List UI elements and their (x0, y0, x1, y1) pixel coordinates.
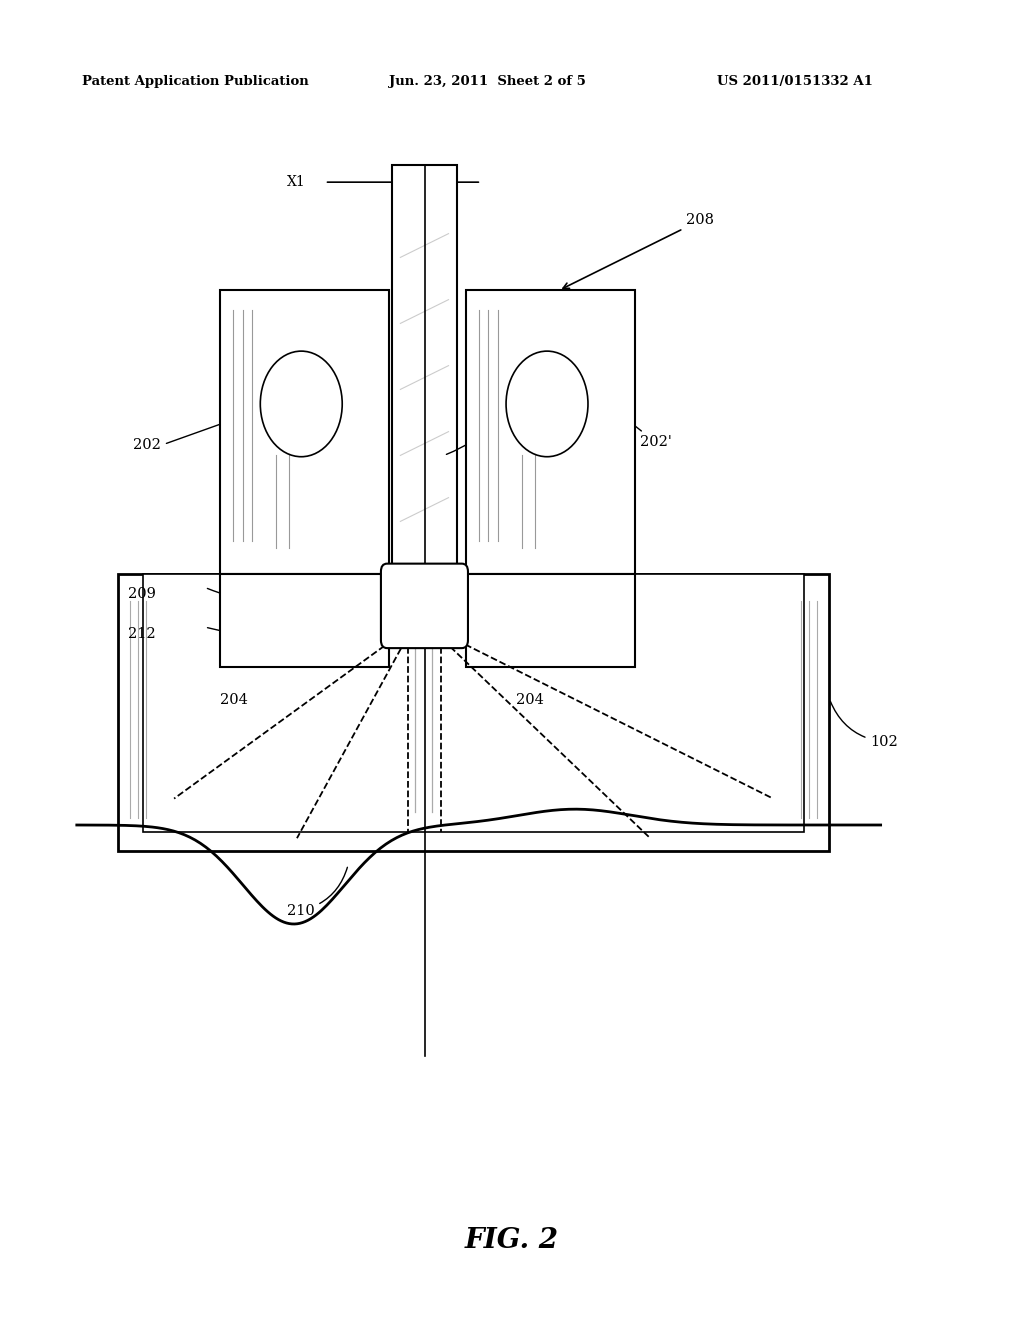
Bar (466, 290, 635, 574)
Text: Jun. 23, 2011  Sheet 2 of 5: Jun. 23, 2011 Sheet 2 of 5 (389, 75, 586, 88)
Bar (220, 290, 389, 574)
Text: 102: 102 (830, 701, 898, 748)
Text: 209: 209 (128, 587, 156, 601)
Text: 204: 204 (220, 693, 248, 706)
Text: X1: X1 (287, 176, 305, 189)
Text: 210: 210 (287, 867, 347, 917)
Text: US 2011/0151332 A1: US 2011/0151332 A1 (717, 75, 872, 88)
Text: 208: 208 (563, 214, 714, 288)
Bar (143, 574, 804, 832)
Bar (466, 574, 635, 667)
Text: Patent Application Publication: Patent Application Publication (82, 75, 308, 88)
Text: 202: 202 (133, 411, 258, 453)
Bar (118, 574, 829, 851)
Text: 212: 212 (128, 627, 156, 640)
Bar (392, 165, 457, 574)
Bar (220, 574, 389, 667)
Circle shape (260, 351, 342, 457)
Circle shape (506, 351, 588, 457)
Text: 207: 207 (446, 352, 546, 454)
Text: 204: 204 (516, 693, 544, 706)
FancyBboxPatch shape (381, 564, 468, 648)
Text: 202': 202' (616, 412, 672, 450)
Text: FIG. 2: FIG. 2 (465, 1228, 559, 1254)
